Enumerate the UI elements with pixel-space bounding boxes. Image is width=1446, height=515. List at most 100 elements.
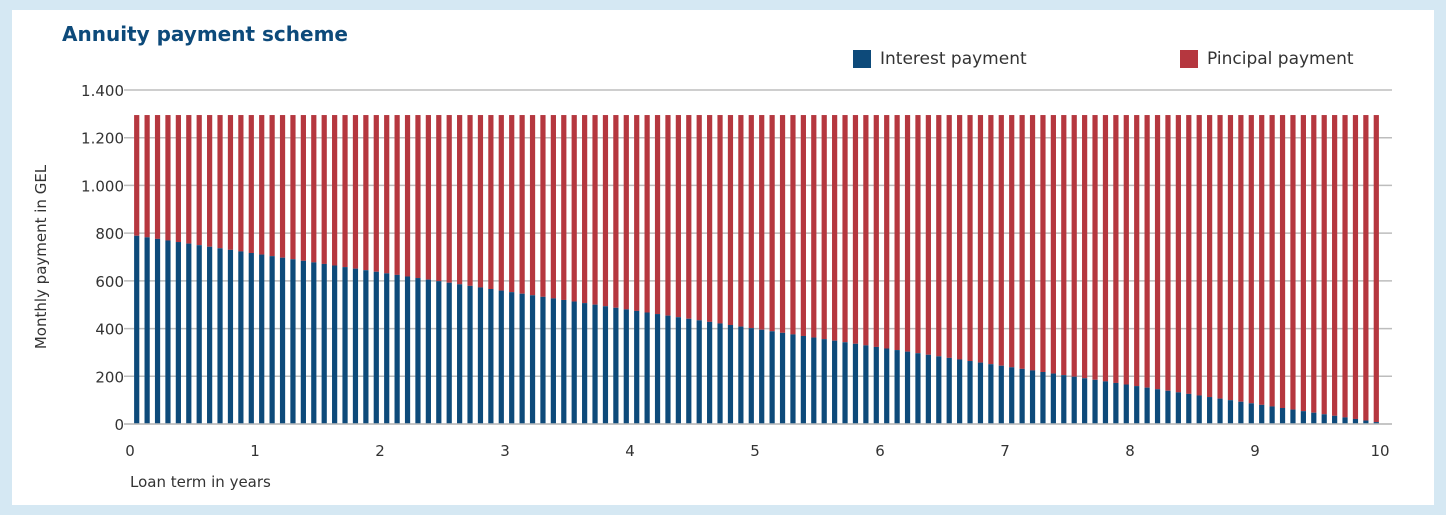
- bar-principal: [1248, 115, 1254, 404]
- bar-interest: [561, 299, 567, 424]
- bar-principal: [884, 115, 890, 349]
- bar-principal: [602, 115, 609, 307]
- bar-interest: [925, 354, 931, 424]
- bar-interest: [748, 328, 754, 424]
- y-tick-label-0: 0: [114, 416, 124, 434]
- bar-principal: [207, 115, 213, 247]
- bar-principal: [373, 115, 379, 272]
- bar-principal: [509, 115, 515, 293]
- x-tick-label-7: 7: [1000, 442, 1010, 460]
- bar-principal: [675, 115, 681, 318]
- bar-interest: [1373, 422, 1379, 424]
- bar-principal: [696, 115, 702, 321]
- bar-interest: [196, 245, 202, 424]
- bar-principal: [1040, 115, 1046, 372]
- y-tick-label-4: 800: [95, 225, 124, 243]
- bar-principal: [144, 115, 150, 238]
- bar-interest: [300, 260, 306, 424]
- bar-principal: [759, 115, 765, 330]
- bar-principal: [665, 115, 671, 316]
- bar-principal: [154, 115, 161, 239]
- bar-principal: [352, 115, 359, 269]
- bar-interest: [842, 342, 848, 424]
- bar-principal: [977, 115, 984, 363]
- bar-principal: [790, 115, 796, 335]
- bar-principal: [863, 115, 869, 346]
- bar-interest: [519, 293, 525, 424]
- bar-interest: [321, 263, 327, 424]
- bar-interest: [998, 365, 1004, 424]
- bar-interest: [1269, 406, 1275, 424]
- bar-principal: [186, 115, 192, 244]
- bar-interest: [623, 309, 629, 424]
- bar-principal: [415, 115, 421, 279]
- bar-principal: [1154, 115, 1161, 390]
- bar-interest: [1259, 404, 1265, 424]
- x-tick-label-2: 2: [375, 442, 385, 460]
- bar-principal: [498, 115, 504, 291]
- bar-interest: [446, 282, 452, 424]
- bar-principal: [311, 115, 317, 263]
- bar-principal: [998, 115, 1004, 366]
- chart-card: Annuity payment scheme Interest payment …: [12, 10, 1434, 505]
- bar-principal: [727, 115, 734, 326]
- bar-principal: [1009, 115, 1015, 368]
- bar-principal: [936, 115, 942, 357]
- bar-interest: [1363, 420, 1369, 424]
- y-axis-label: Monthly payment in GEL: [32, 164, 50, 349]
- x-tick-label-8: 8: [1125, 442, 1135, 460]
- x-tick-label-6: 6: [875, 442, 885, 460]
- bar-principal: [217, 115, 223, 249]
- bar-interest: [269, 256, 275, 424]
- bar-interest: [957, 359, 963, 424]
- bar-interest: [363, 270, 369, 424]
- bar-interest: [1019, 368, 1025, 424]
- bar-principal: [1311, 115, 1317, 413]
- bar-principal: [1342, 115, 1348, 418]
- bar-interest: [1321, 414, 1327, 424]
- bar-interest: [165, 240, 171, 424]
- bar-principal: [1207, 115, 1213, 398]
- bar-principal: [227, 115, 234, 250]
- bar-principal: [561, 115, 567, 300]
- bar-interest: [1102, 381, 1109, 424]
- bar-principal: [582, 115, 588, 304]
- bar-principal: [988, 115, 994, 365]
- bar-interest: [404, 276, 411, 424]
- bar-interest: [1061, 375, 1067, 424]
- bar-interest: [1134, 386, 1140, 424]
- bar-interest: [582, 303, 588, 424]
- bar-principal: [1279, 115, 1286, 408]
- bar-interest: [488, 289, 494, 424]
- bar-interest: [373, 271, 379, 424]
- y-tick-label-7: 1.400: [81, 82, 124, 100]
- bar-principal: [811, 115, 817, 338]
- bar-interest: [1342, 417, 1348, 424]
- bar-interest: [134, 235, 140, 424]
- bar-interest: [717, 323, 723, 424]
- bar-interest: [467, 285, 473, 424]
- bar-interest: [769, 331, 775, 424]
- bar-interest: [332, 265, 338, 424]
- x-tick-label-0: 0: [125, 442, 135, 460]
- bar-interest: [1196, 395, 1202, 424]
- bar-interest: [1029, 370, 1036, 424]
- bar-principal: [279, 115, 286, 258]
- bar-interest: [863, 345, 869, 424]
- bar-principal: [1363, 115, 1369, 421]
- bar-principal: [394, 115, 400, 275]
- y-tick-label-6: 1.200: [81, 130, 124, 148]
- bar-principal: [946, 115, 952, 358]
- bar-interest: [1123, 384, 1129, 424]
- bar-principal: [196, 115, 202, 246]
- bar-principal: [1259, 115, 1265, 405]
- bar-principal: [1092, 115, 1098, 380]
- bar-principal: [1217, 115, 1223, 399]
- bar-principal: [248, 115, 254, 253]
- bar-interest: [1248, 403, 1254, 424]
- bar-principal: [467, 115, 473, 286]
- bar-principal: [436, 115, 442, 282]
- bar-principal: [707, 115, 713, 322]
- bar-principal: [1300, 115, 1306, 412]
- bar-principal: [321, 115, 327, 264]
